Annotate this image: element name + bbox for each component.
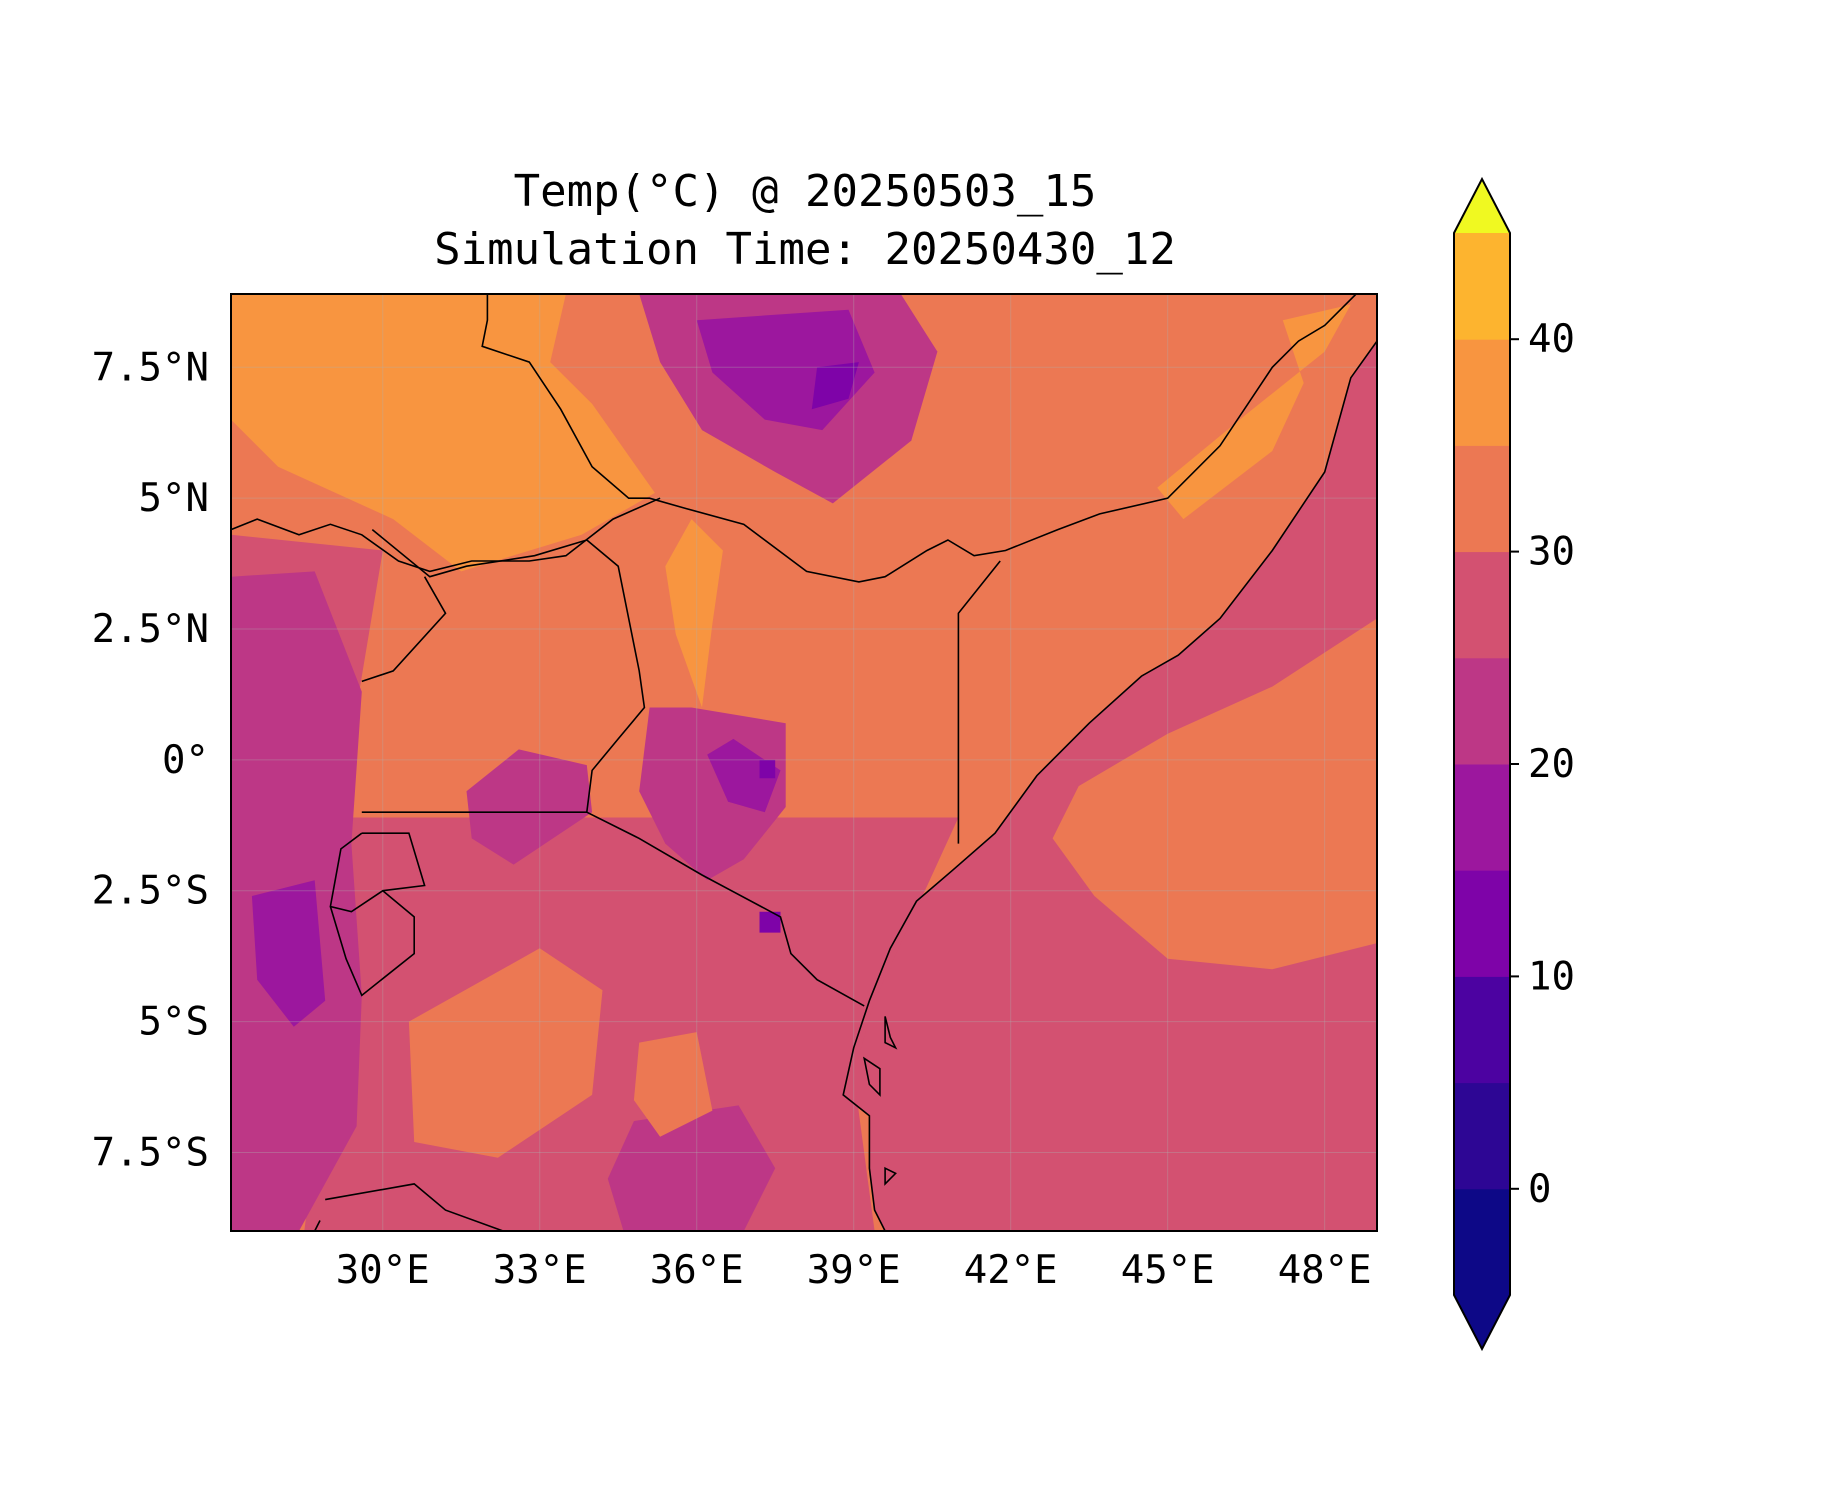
country-border xyxy=(361,576,447,683)
colorbar-segment xyxy=(1454,445,1510,553)
colorbar-segment xyxy=(1454,1188,1510,1296)
gridlines xyxy=(231,294,1377,1231)
latitude-ticks: 7.5°N 5°N 2.5°N 0° 2.5°S 5°S 7.5°S xyxy=(92,345,209,1175)
colorbar-tick-label: 30 xyxy=(1528,530,1575,575)
colorbar-segment xyxy=(1454,976,1510,1084)
lat-tick-label: 5°N xyxy=(139,476,209,521)
field-region-kilimanjaro-cold xyxy=(759,911,781,933)
lon-tick-label: 42°E xyxy=(964,1248,1058,1293)
country-border xyxy=(329,832,426,913)
lat-tick-label: 0° xyxy=(162,738,209,783)
colorbar-segment xyxy=(1454,551,1510,659)
field-region-kenya-north-hot xyxy=(665,519,723,708)
map-title-line-1: Temp(°C) @ 20250503_15 xyxy=(513,166,1097,217)
colorbar-segment xyxy=(1454,233,1510,340)
field-region-lake-victoria-cool xyxy=(466,749,593,865)
colorbar-tick-label: 20 xyxy=(1528,742,1575,787)
lon-tick-label: 48°E xyxy=(1278,1248,1372,1293)
colorbar-segment xyxy=(1454,1082,1510,1190)
map-frame xyxy=(230,293,1378,1232)
map-plot-area xyxy=(231,294,1377,1231)
colorbar-segment xyxy=(1454,339,1510,446)
colorbar-segment xyxy=(1454,870,1510,977)
country-border xyxy=(481,294,1357,583)
sea-surface-field xyxy=(843,294,1377,1231)
field-region-southern-highlands-mid xyxy=(607,1105,776,1231)
island-outline xyxy=(884,1016,898,1050)
colorbar-extend-min xyxy=(1454,1295,1510,1349)
island-outline xyxy=(863,1056,881,1097)
lat-tick-label: 7.5°N xyxy=(92,345,209,390)
field-region-mt-kenya-cold xyxy=(759,759,776,779)
longitude-ticks: 30°E 33°E 36°E 39°E 42°E 45°E 48°E xyxy=(336,1248,1372,1293)
colorbar-outline xyxy=(1453,176,1511,1352)
field-region-somalia-hot-east xyxy=(1157,304,1351,520)
country-border xyxy=(231,497,661,573)
country-border xyxy=(371,528,588,578)
colorbar-segment xyxy=(1454,764,1510,871)
lon-tick-label: 30°E xyxy=(336,1248,430,1293)
lat-tick-label: 2.5°N xyxy=(92,607,209,652)
field-region-somali-sea-warm xyxy=(1052,618,1377,970)
country-border xyxy=(329,890,416,997)
lon-tick-label: 39°E xyxy=(807,1248,901,1293)
lon-tick-label: 45°E xyxy=(1121,1248,1215,1293)
colorbar-tick-label: 40 xyxy=(1528,317,1575,362)
country-borders xyxy=(231,294,1377,1231)
field-region-tanzania-warm-patch-1 xyxy=(408,948,603,1158)
coastline xyxy=(842,340,1377,1231)
colorbar: 0 10 20 30 40 xyxy=(1453,176,1575,1352)
island-outline xyxy=(884,1166,897,1186)
lat-tick-label: 5°S xyxy=(139,1000,209,1045)
lon-tick-label: 36°E xyxy=(650,1248,744,1293)
country-border xyxy=(957,560,1001,844)
field-region-rift-west-cool xyxy=(251,880,326,1027)
country-border xyxy=(313,1220,321,1231)
colorbar-extend-max xyxy=(1454,179,1510,233)
field-region-sudan-hot-plain xyxy=(231,294,655,572)
temperature-field xyxy=(231,294,1377,1231)
colorbar-tick-label: 10 xyxy=(1528,954,1575,999)
lon-tick-label: 33°E xyxy=(493,1248,587,1293)
field-region-ethiopia-peak-cold xyxy=(811,362,859,410)
map-title-line-2: Simulation Time: 20250430_12 xyxy=(434,224,1176,275)
colorbar-segment xyxy=(1454,657,1510,765)
lat-tick-label: 7.5°S xyxy=(92,1130,209,1175)
field-region-tanzania-warm-patch-2 xyxy=(633,1032,713,1137)
country-border xyxy=(325,1183,504,1231)
colorbar-tick-label: 0 xyxy=(1528,1167,1551,1212)
field-region-kenya-highlands-cool xyxy=(707,738,781,813)
lat-tick-label: 2.5°S xyxy=(92,869,209,914)
